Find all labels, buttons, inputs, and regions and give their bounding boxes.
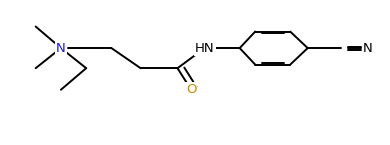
- Text: N: N: [363, 42, 373, 55]
- Text: N: N: [56, 42, 66, 55]
- Text: O: O: [186, 83, 196, 96]
- Text: HN: HN: [195, 42, 215, 55]
